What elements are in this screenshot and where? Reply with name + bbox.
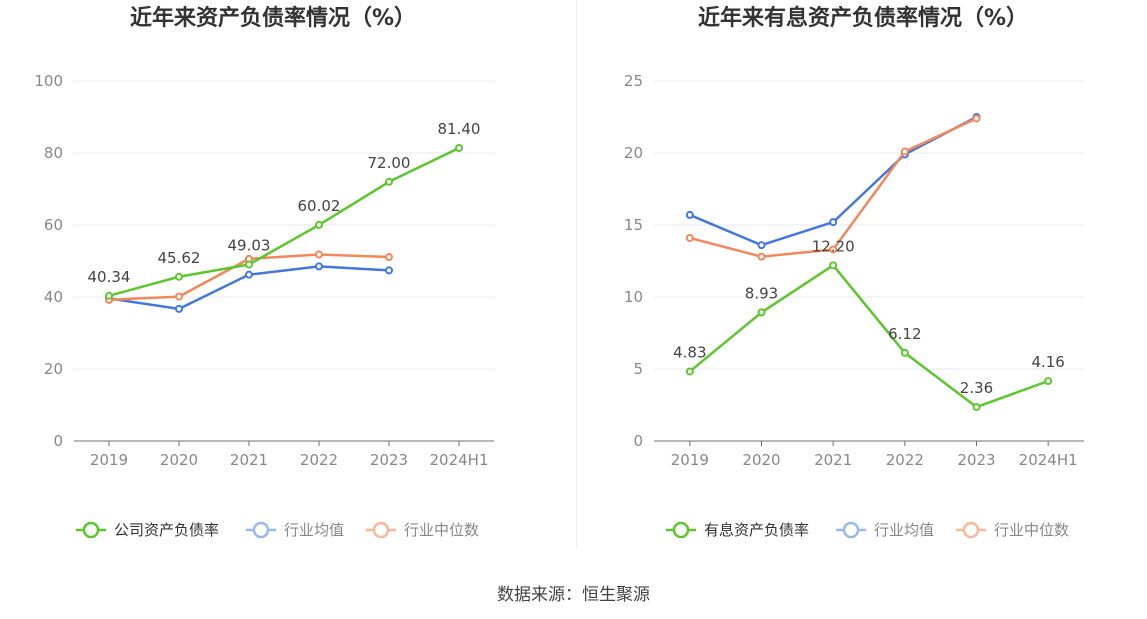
left-legend-label: 行业均值 — [284, 521, 344, 539]
left-x-tick-label: 2024H1 — [430, 451, 489, 469]
left-series-point-0 — [315, 220, 323, 229]
left-series-point-0 — [245, 260, 253, 269]
left-data-label: 81.40 — [438, 120, 481, 138]
left-x-tick-label: 2020 — [160, 451, 198, 469]
left-y-tick-label: 80 — [44, 144, 63, 162]
left-legend-item-2[interactable]: 行业中位数 — [366, 521, 479, 539]
right-chart-title: 近年来有息资产负债率情况（%） — [698, 5, 1028, 31]
right-y-tick-label: 5 — [633, 360, 643, 378]
right-x-tick-label: 2022 — [886, 451, 924, 469]
right-series-point-2 — [757, 252, 766, 261]
left-x-tick-label: 2022 — [300, 451, 338, 469]
interest-debt-ratio-chart: 近年来有息资产负债率情况（%） 0 5 10 15 20 25 2019 2020 2021 202… — [624, 5, 1084, 539]
right-data-label: 2.36 — [960, 379, 993, 397]
right-series-point-0 — [685, 367, 694, 376]
left-series-point-2 — [385, 253, 393, 262]
right-legend-label: 有息资产负债率 — [704, 521, 809, 539]
right-data-label: 4.16 — [1031, 353, 1064, 371]
right-x-tick-label: 2019 — [671, 451, 709, 469]
left-x-tick-label: 2023 — [370, 451, 408, 469]
left-series-line-0 — [108, 146, 460, 297]
right-y-tick-label: 10 — [624, 288, 643, 306]
right-series-point-0 — [757, 308, 766, 317]
right-series-point-2 — [685, 233, 694, 242]
right-x-tick-label: 2024H1 — [1019, 451, 1078, 469]
right-x-tick-label: 2021 — [814, 451, 852, 469]
left-legend-marker — [252, 521, 270, 539]
left-data-label: 60.02 — [298, 197, 341, 215]
right-series-point-0 — [900, 348, 909, 357]
left-series-point-1 — [245, 270, 253, 279]
right-series-point-2 — [829, 245, 838, 254]
left-data-label: 45.62 — [158, 249, 201, 267]
right-series-point-1 — [829, 218, 838, 227]
right-data-label: 8.93 — [745, 284, 778, 302]
right-series-point-0 — [1044, 377, 1053, 386]
chart-divider — [576, 0, 577, 548]
left-series-point-2 — [175, 292, 183, 301]
left-data-label: 40.34 — [88, 268, 131, 286]
left-x-tick-label: 2019 — [90, 451, 128, 469]
left-legend-label: 公司资产负债率 — [114, 521, 219, 539]
left-series-point-0 — [105, 291, 113, 300]
left-data-label: 72.00 — [368, 154, 411, 172]
left-y-tick-label: 60 — [44, 216, 63, 234]
right-data-label: 4.83 — [673, 343, 706, 361]
left-legend-item-0[interactable]: 公司资产负债率 — [76, 521, 219, 539]
left-series-point-0 — [175, 272, 183, 281]
right-series-point-1 — [757, 241, 766, 250]
left-series-point-1 — [175, 304, 183, 313]
right-series-line-0 — [689, 264, 1049, 409]
left-data-label: 49.03 — [228, 236, 271, 254]
right-x-tick-label: 2023 — [957, 451, 995, 469]
left-legend-marker — [82, 521, 100, 539]
right-series-point-0 — [829, 261, 838, 270]
right-y-tick-label: 0 — [633, 432, 643, 450]
left-series-point-1 — [385, 266, 393, 275]
right-series-line-2 — [689, 117, 978, 258]
right-legend-marker — [962, 521, 980, 539]
right-x-tick-label: 2020 — [742, 451, 780, 469]
right-legend-item-1[interactable]: 行业均值 — [836, 521, 934, 539]
left-y-tick-label: 40 — [44, 288, 63, 306]
right-data-label: 6.12 — [888, 325, 921, 343]
right-y-tick-label: 15 — [624, 216, 643, 234]
right-legend-label: 行业中位数 — [994, 521, 1069, 539]
left-y-tick-label: 20 — [44, 360, 63, 378]
left-y-tick-label: 100 — [34, 72, 63, 90]
left-legend-label: 行业中位数 — [404, 521, 479, 539]
left-series-point-0 — [455, 143, 463, 152]
right-series-point-1 — [685, 210, 694, 219]
debt-ratio-chart: 近年来资产负债率情况（%） 0 20 40 60 80 100 2019 2020 2021 202… — [34, 5, 494, 539]
left-legend-item-1[interactable]: 行业均值 — [246, 521, 344, 539]
right-data-label: 12.20 — [812, 237, 855, 255]
right-series-point-0 — [972, 403, 981, 412]
right-legend-item-0[interactable]: 有息资产负债率 — [666, 521, 809, 539]
right-legend-marker — [672, 521, 690, 539]
left-series-point-2 — [315, 250, 323, 259]
source-label: 数据来源：恒生聚源 — [497, 585, 650, 605]
right-legend-item-2[interactable]: 行业中位数 — [956, 521, 1069, 539]
left-y-tick-label: 0 — [53, 432, 63, 450]
left-chart-title: 近年来资产负债率情况（%） — [130, 5, 416, 31]
left-x-tick-label: 2021 — [230, 451, 268, 469]
right-legend-label: 行业均值 — [874, 521, 934, 539]
left-series-point-0 — [385, 177, 393, 186]
right-legend-marker — [842, 521, 860, 539]
right-series-point-2 — [972, 114, 981, 123]
right-series-point-2 — [900, 147, 909, 156]
left-legend-marker — [372, 521, 390, 539]
right-y-tick-label: 20 — [624, 144, 643, 162]
left-series-point-1 — [315, 262, 323, 271]
right-y-tick-label: 25 — [624, 72, 643, 90]
